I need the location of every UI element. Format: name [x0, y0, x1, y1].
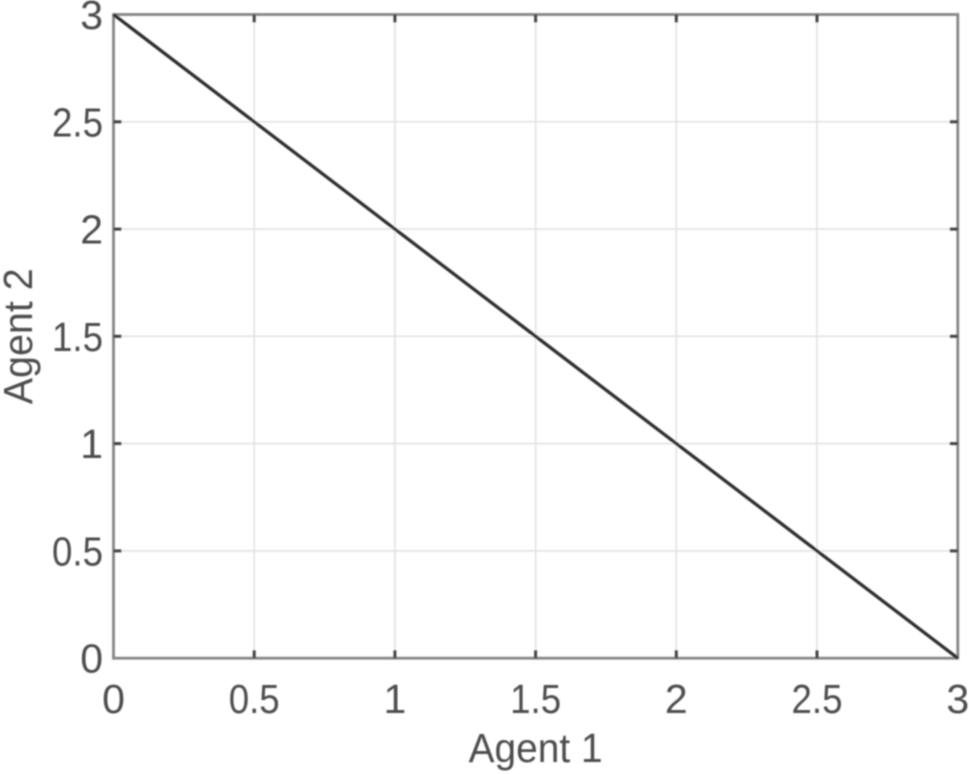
svg-text:1: 1: [383, 676, 406, 722]
svg-text:2: 2: [80, 207, 103, 253]
svg-text:1.5: 1.5: [510, 676, 561, 722]
svg-text:1.5: 1.5: [52, 314, 103, 360]
svg-text:2: 2: [665, 676, 688, 722]
svg-text:3: 3: [946, 676, 969, 722]
svg-text:1: 1: [80, 421, 103, 467]
svg-text:0: 0: [102, 676, 125, 722]
svg-text:Agent 2: Agent 2: [0, 268, 41, 404]
svg-text:0.5: 0.5: [52, 528, 103, 574]
svg-text:0: 0: [80, 636, 103, 682]
svg-text:3: 3: [80, 0, 103, 38]
svg-text:2.5: 2.5: [52, 99, 103, 145]
svg-text:2.5: 2.5: [792, 676, 843, 722]
svg-text:0.5: 0.5: [229, 676, 280, 722]
svg-text:Agent 1: Agent 1: [469, 725, 603, 771]
